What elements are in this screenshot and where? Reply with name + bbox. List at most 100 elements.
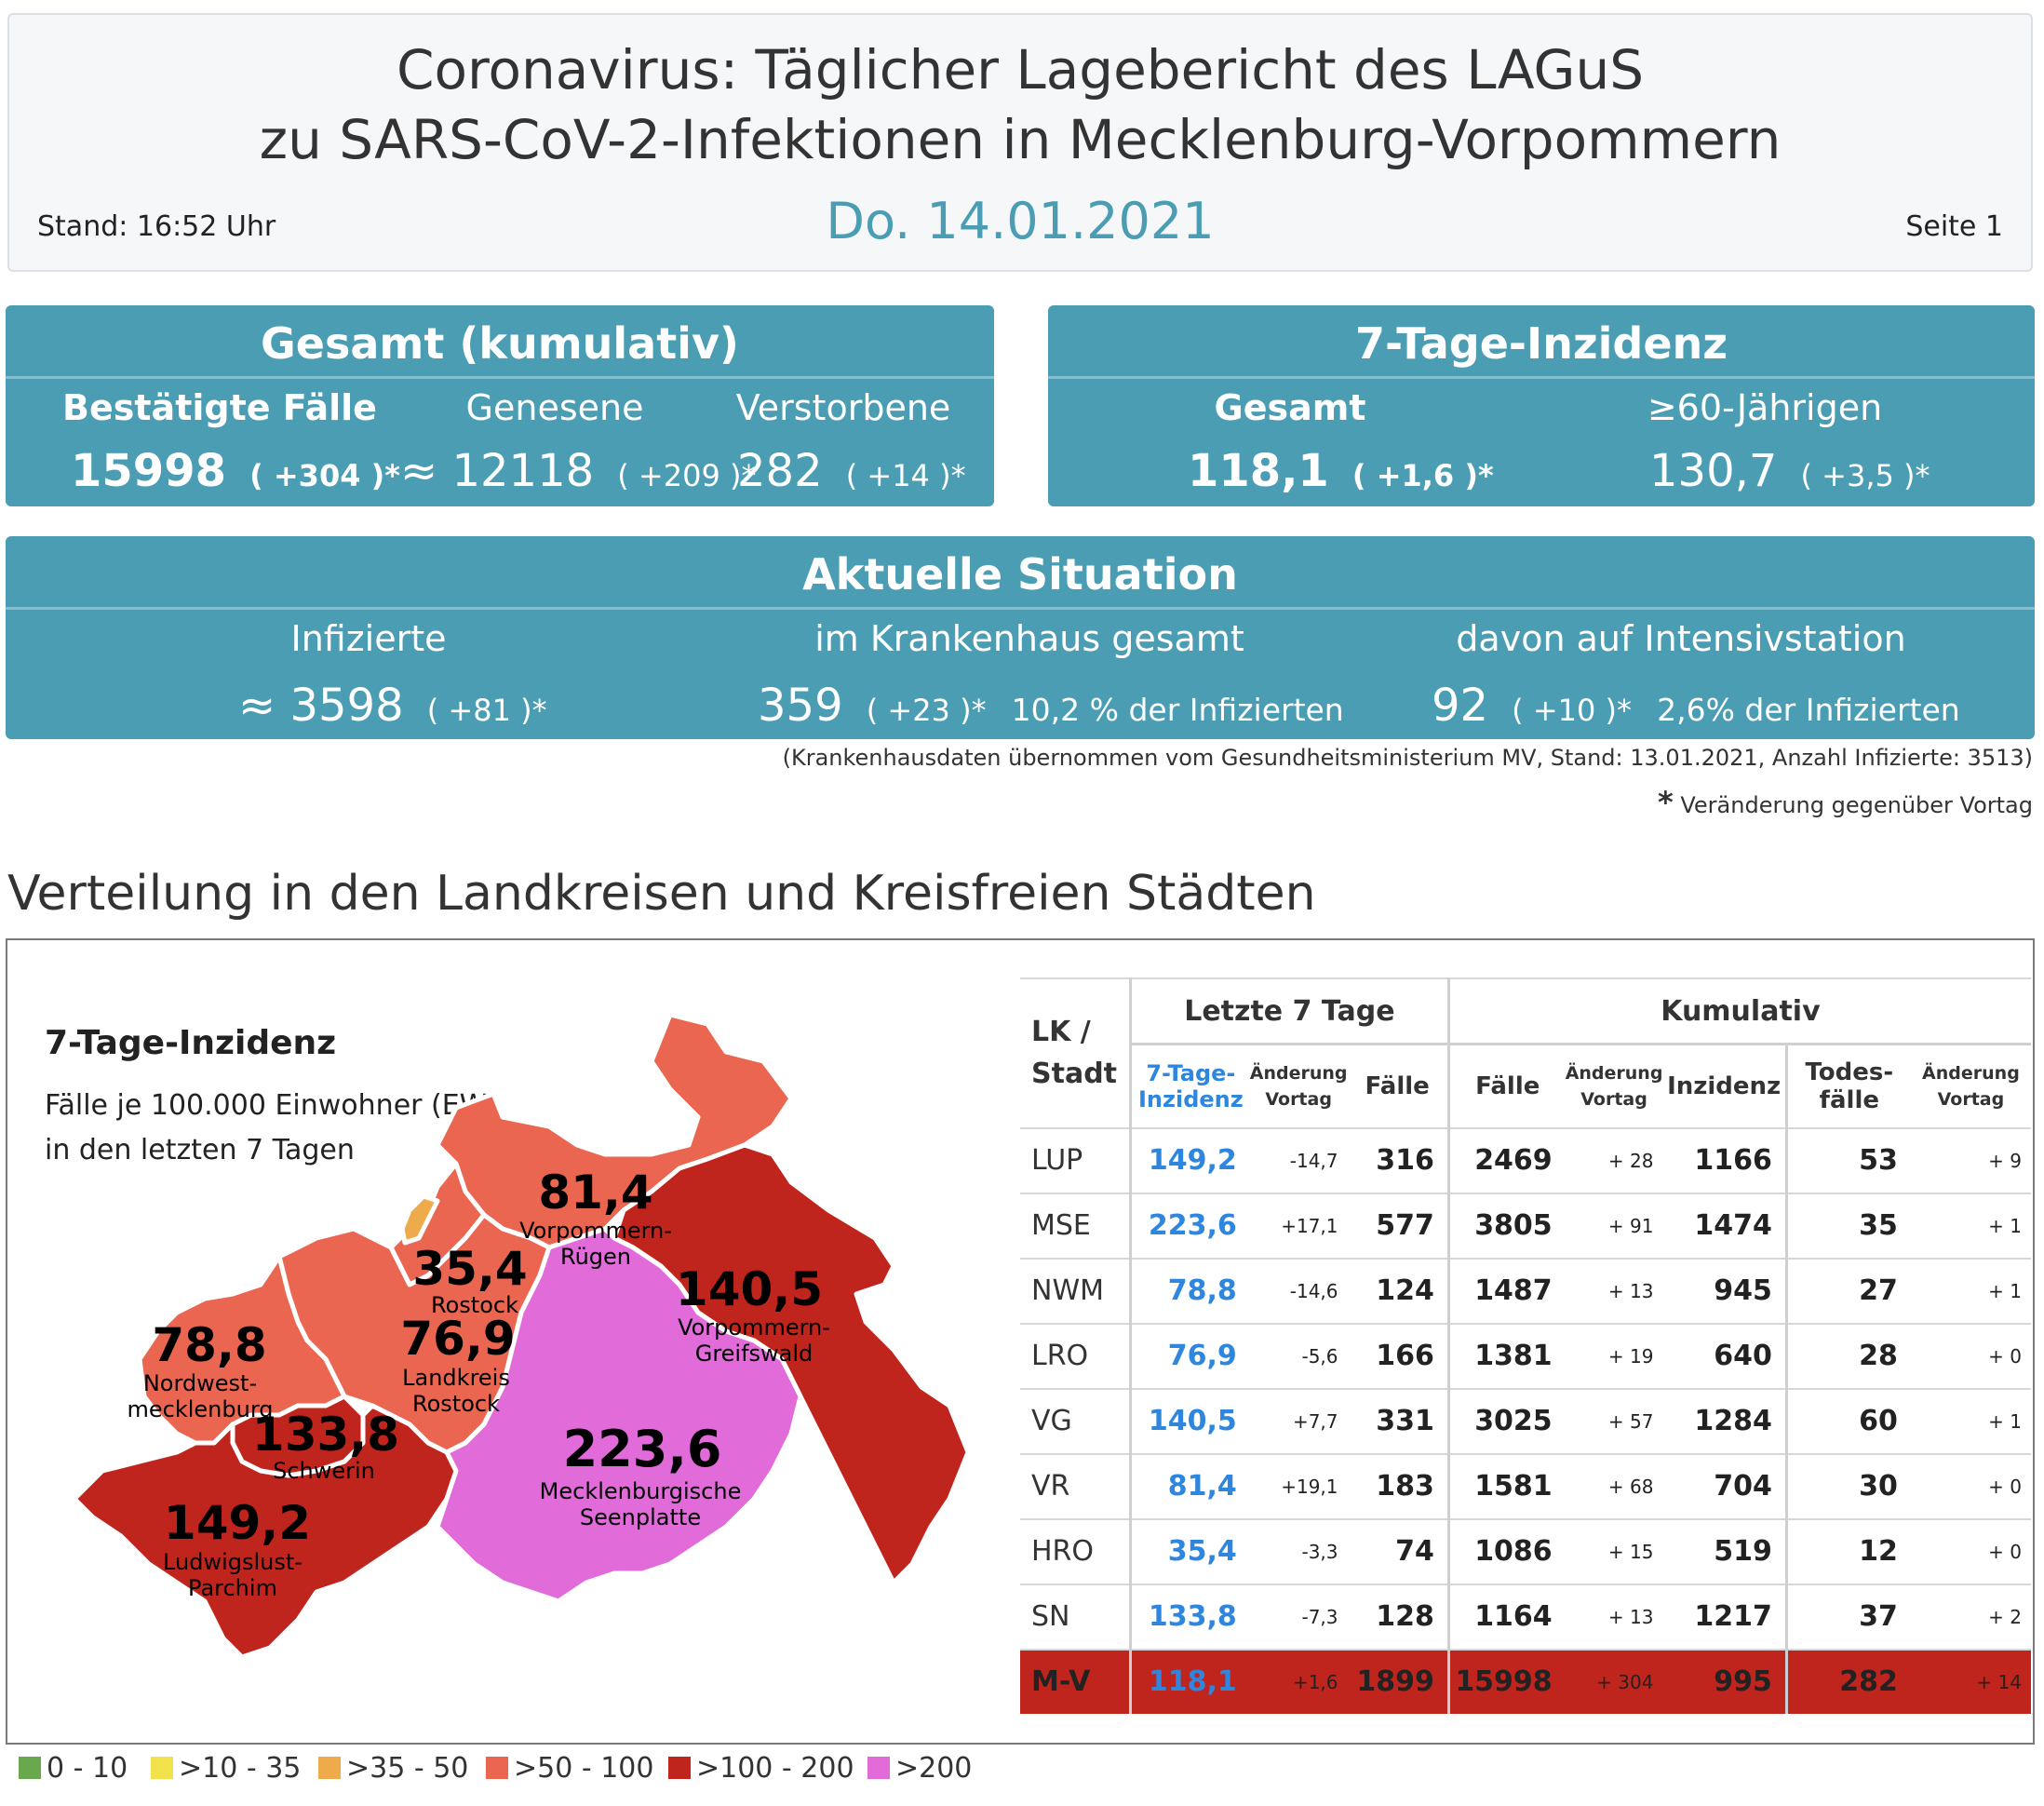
map-label-vr-name1: Vorpommern- — [519, 1218, 672, 1244]
map-label-vg-value: 140,5 — [676, 1262, 823, 1316]
cell-district: VR — [1020, 1452, 1132, 1519]
cell-change: +19,1 — [1249, 1452, 1348, 1519]
cell-cum-incidence: 704 — [1662, 1452, 1788, 1519]
cell-incidence: 140,5 — [1130, 1387, 1250, 1454]
cell-cum-incidence: 1474 — [1662, 1192, 1788, 1259]
confirmed-label: Bestätigte Fälle — [62, 387, 377, 428]
cell-cum-incidence: 995 — [1662, 1648, 1788, 1714]
cell-incidence: 76,9 — [1130, 1322, 1250, 1389]
icu-percent: 2,6% der Infizierten — [1657, 692, 1960, 728]
cell-deaths-change: + 0 — [1910, 1452, 2031, 1519]
incidence-title: 7-Tage-Inzidenz — [1354, 318, 1728, 369]
cell-incidence: 81,4 — [1130, 1452, 1250, 1519]
cell-incidence: 149,2 — [1130, 1126, 1250, 1193]
title-line-1: Coronavirus: Täglicher Lagebericht des L… — [396, 38, 1645, 101]
title-line-2: zu SARS-CoV-2-Infektionen in Mecklenburg… — [259, 108, 1782, 171]
confirmed-change: ( +304 )* — [249, 458, 400, 493]
cell-deaths: 28 — [1786, 1322, 1911, 1389]
confirmed-value: 15998 — [71, 445, 226, 497]
cell-deaths-change: + 9 — [1910, 1126, 2031, 1193]
cell-change: -5,6 — [1249, 1322, 1348, 1389]
cell-cases-change: + 91 — [1565, 1192, 1663, 1259]
map-label-lro-value: 76,9 — [400, 1312, 515, 1366]
cell-deaths-change: + 0 — [1910, 1322, 2031, 1389]
current-situation-box: Aktuelle Situation Infizierte im Kranken… — [6, 536, 2035, 739]
cell-deaths-change: + 14 — [1910, 1648, 2031, 1714]
table-row: HRO 35,4 -3,3 74 1086 + 15 519 12 + 0 — [1020, 1517, 2031, 1584]
icu-value: 92 — [1432, 680, 1489, 732]
table-row: LRO 76,9 -5,6 166 1381 + 19 640 28 + 0 — [1020, 1322, 2031, 1389]
hospital-value: 359 — [758, 680, 843, 732]
page-number: Seite 1 — [1905, 210, 2003, 243]
cell-deaths: 282 — [1786, 1648, 1911, 1714]
cell-cases7: 74 — [1347, 1517, 1450, 1584]
col-header-cases7: Fälle — [1347, 1044, 1450, 1128]
report-header: Coronavirus: Täglicher Lagebericht des L… — [7, 13, 2033, 272]
recovered-label: Genesene — [465, 387, 644, 428]
cell-district: HRO — [1020, 1517, 1132, 1584]
cell-cases: 1164 — [1448, 1583, 1566, 1650]
cell-incidence: 133,8 — [1130, 1583, 1250, 1650]
hospital-percent: 10,2 % der Infizierten — [1011, 692, 1344, 728]
map-label-sn-name1: Schwerin — [273, 1458, 375, 1484]
cell-cases: 3805 — [1448, 1192, 1566, 1259]
cell-cases7: 331 — [1347, 1387, 1450, 1454]
divider — [6, 607, 2035, 610]
col-header-incidence: 7-Tage- Inzidenz — [1137, 1059, 1244, 1112]
cell-cases7: 1899 — [1347, 1648, 1450, 1714]
incidence-total-label: Gesamt — [1214, 387, 1366, 428]
cell-incidence: 118,1 — [1130, 1648, 1250, 1714]
cell-cum-incidence: 945 — [1662, 1257, 1788, 1324]
region-ludwigslust-parchim — [72, 1403, 459, 1660]
cell-deaths-change: + 2 — [1910, 1583, 2031, 1650]
cell-cases: 1381 — [1448, 1322, 1566, 1389]
cell-deaths: 12 — [1786, 1517, 1911, 1584]
map-label-hro-value: 35,4 — [412, 1242, 527, 1296]
group-header-cumulative: Kumulativ — [1448, 977, 2031, 1045]
cell-change: -7,3 — [1249, 1583, 1348, 1650]
map-label-hro-name1: Rostock — [431, 1292, 518, 1318]
legend-item-1: >10 - 35 — [151, 1752, 301, 1785]
incidence-60plus-value: 130,7 — [1649, 445, 1778, 497]
cell-cum-incidence: 1166 — [1662, 1126, 1788, 1193]
map-label-mse-value: 223,6 — [563, 1420, 722, 1478]
incidence-box: 7-Tage-Inzidenz Gesamt ≥60-Jährigen 118,… — [1048, 305, 2035, 506]
incidence-total-value: 118,1 — [1188, 445, 1329, 497]
cell-change: -3,3 — [1249, 1517, 1348, 1584]
table-row: MSE 223,6 +17,1 577 3805 + 91 1474 35 + 1 — [1020, 1192, 2031, 1259]
map-label-nwm-name2: mecklenburg — [127, 1396, 273, 1422]
asterisk: * — [1657, 785, 1674, 820]
hospital-label: im Krankenhaus gesamt — [814, 618, 1244, 659]
cell-change: +7,7 — [1249, 1387, 1348, 1454]
cell-change: -14,6 — [1249, 1257, 1348, 1324]
cell-incidence: 78,8 — [1130, 1257, 1250, 1324]
table-body: LUP 149,2 -14,7 316 2469 + 28 1166 53 + 9 MSE 223,… — [1020, 1126, 2031, 1714]
cell-cum-incidence: 519 — [1662, 1517, 1788, 1584]
report-date: Do. 14.01.2021 — [826, 192, 1215, 250]
legend-swatch — [151, 1757, 173, 1779]
region-warnemuende — [399, 1193, 440, 1246]
legend-swatch — [19, 1757, 41, 1779]
table-row-total: M-V 118,1 +1,6 1899 15998 + 304 995 282 + 14 — [1020, 1648, 2031, 1714]
cell-change: -14,7 — [1249, 1126, 1348, 1193]
cell-cases-change: + 304 — [1565, 1648, 1663, 1714]
deaths-change: ( +14 )* — [845, 458, 966, 493]
map-label-vg-name2: Greifswald — [695, 1341, 814, 1367]
cell-deaths: 53 — [1786, 1126, 1911, 1193]
col-header-deaths-change: Änderung Vortag — [1922, 1062, 2020, 1110]
cell-district: VG — [1020, 1387, 1132, 1454]
map-title: 7-Tage-Inzidenz — [45, 1024, 337, 1062]
change-note-text: Veränderung gegenüber Vortag — [1680, 792, 2033, 818]
icu-label: davon auf Intensivstation — [1456, 618, 1906, 659]
recovered-value: ≈ 12118 — [400, 445, 595, 497]
col-header-lk: LK / Stadt — [1020, 977, 1132, 1128]
recovered-change: ( +209 )* — [617, 458, 757, 493]
table-row: VG 140,5 +7,7 331 3025 + 57 1284 60 + 1 — [1020, 1387, 2031, 1454]
cumulative-title: Gesamt (kumulativ) — [261, 318, 739, 369]
map-label-mse-name1: Mecklenburgische — [540, 1478, 742, 1504]
map-subtitle-2: in den letzten 7 Tagen — [45, 1134, 355, 1166]
legend-item-2: >35 - 50 — [318, 1752, 468, 1785]
table-row: VR 81,4 +19,1 183 1581 + 68 704 30 + 0 — [1020, 1452, 2031, 1519]
cell-deaths-change: + 1 — [1910, 1257, 2031, 1324]
legend-swatch — [668, 1757, 691, 1779]
